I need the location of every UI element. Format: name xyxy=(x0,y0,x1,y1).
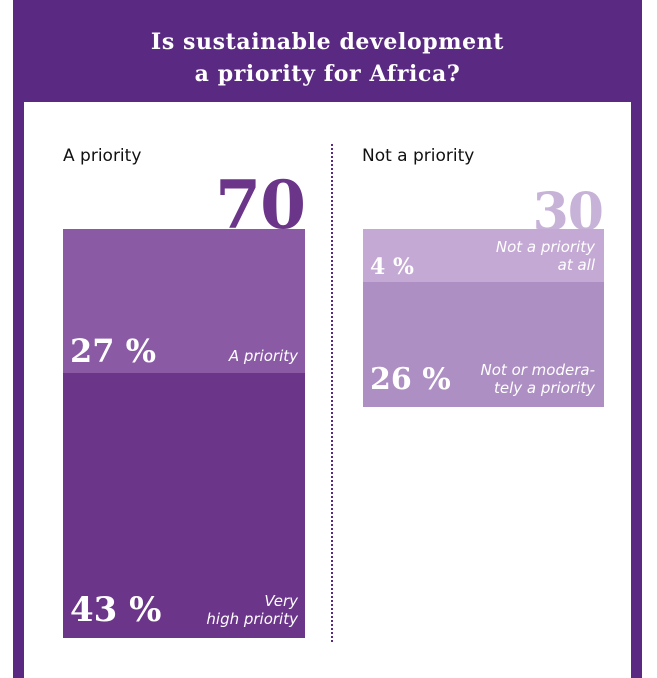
chart-title-line2: a priority for Africa? xyxy=(194,61,461,87)
value-label-a-priority: 27 % xyxy=(70,332,157,370)
not-priority-column-title: Not a priority xyxy=(362,146,475,166)
bar-segment-not-at-all xyxy=(363,229,604,282)
priority-column-title: A priority xyxy=(63,146,142,166)
segment-label-not-or-moderately-line1: Not or modera- xyxy=(480,361,595,379)
chart-header: Is sustainable development a priority fo… xyxy=(13,0,642,102)
segment-label-not-at-all-line1: Not a priority xyxy=(495,238,595,256)
segment-label-a-priority-line1: A priority xyxy=(228,347,298,365)
segment-label-very-high-line1: Very xyxy=(264,592,298,610)
value-label-not-or-moderately: 26 % xyxy=(370,362,451,397)
value-label-very-high-priority: 43 % xyxy=(70,590,162,630)
bar-segment-very-high-priority xyxy=(63,373,305,638)
chart-title-line1: Is sustainable development xyxy=(150,29,505,55)
segment-label-not-at-all-line2: at all xyxy=(557,256,595,274)
segment-label-a-priority: A priority xyxy=(180,347,298,365)
value-label-not-at-all: 4 % xyxy=(370,254,414,280)
bar-segment-a-priority xyxy=(63,229,305,373)
segment-label-not-at-all: Not a priority at all xyxy=(460,238,595,274)
segment-label-not-or-moderately-line2: tely a priority xyxy=(493,379,595,397)
segment-label-very-high-priority: Very high priority xyxy=(160,592,298,628)
bar-segment-not-or-moderately xyxy=(363,282,604,407)
segment-label-not-or-moderately: Not or modera- tely a priority xyxy=(455,361,595,397)
segment-label-very-high-line2: high priority xyxy=(206,610,298,628)
column-divider xyxy=(331,144,333,642)
chart-title: Is sustainable development a priority fo… xyxy=(13,26,642,90)
